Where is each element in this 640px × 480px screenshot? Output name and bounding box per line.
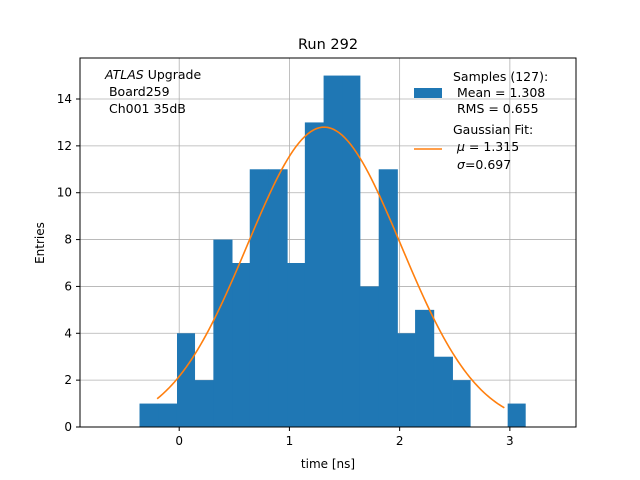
x-tick-label: 1: [286, 434, 294, 448]
y-tick-label: 6: [64, 279, 72, 293]
histogram-bar: [194, 380, 214, 427]
histogram-bar: [433, 356, 453, 427]
annotation-upgrade: Upgrade: [144, 67, 202, 82]
y-tick-label: 8: [64, 233, 72, 247]
svg-text:μ = 1.315: μ = 1.315: [456, 139, 519, 154]
y-tick-label: 4: [64, 326, 72, 340]
histogram-bar: [232, 263, 251, 427]
x-tick-label: 3: [506, 434, 514, 448]
histogram-bars: [139, 75, 526, 428]
histogram-bar: [213, 239, 233, 427]
plot-frame: [79, 57, 577, 428]
svg-text:ATLAS Upgrade: ATLAS Upgrade: [104, 67, 201, 82]
x-axis-label: time [ns]: [301, 457, 355, 471]
legend-samples-title: Samples (127):: [453, 69, 548, 84]
legend-samples-swatch: [414, 88, 442, 98]
histogram-bar: [249, 169, 269, 428]
histogram-bar: [378, 169, 398, 428]
histogram-bar: [158, 403, 178, 427]
legend-samples-mean: Mean = 1.308: [453, 85, 545, 100]
legend: Samples (127): Mean = 1.308 RMS = 0.655 …: [414, 69, 548, 172]
y-tick-label: 12: [57, 139, 72, 153]
annotation-board: Board259: [105, 84, 170, 99]
chart-title: Run 292: [298, 37, 358, 53]
y-tick-label: 14: [57, 92, 72, 106]
annotation-channel: Ch001 35dB: [105, 101, 186, 116]
x-tick-label: 0: [175, 434, 183, 448]
histogram-bar: [507, 403, 526, 427]
annotation-atlas-italic: ATLAS: [104, 67, 144, 82]
legend-fit-mu-value: = 1.315: [465, 139, 519, 154]
y-axis-ticks: 0 2 4 6 8 10 12 14: [57, 92, 80, 434]
histogram-bar: [415, 309, 435, 427]
gaussian-fit-curve: [156, 126, 505, 409]
fit-curve-path: [156, 126, 505, 409]
x-axis-ticks: 0 1 2 3: [175, 427, 514, 448]
y-axis-label: Entries: [33, 222, 47, 264]
histogram-bar: [139, 403, 159, 427]
legend-fit-sigma-symbol: σ: [457, 157, 466, 172]
histogram-bar: [268, 169, 288, 428]
histogram-bar: [452, 380, 471, 427]
y-tick-label: 10: [57, 186, 72, 200]
x-tick-label: 2: [396, 434, 404, 448]
histogram-bar: [397, 333, 416, 427]
atlas-annotation: ATLAS Upgrade Board259 Ch001 35dB: [104, 67, 201, 116]
svg-text:σ=0.697: σ=0.697: [457, 157, 511, 172]
legend-fit-title: Gaussian Fit:: [453, 122, 533, 137]
histogram-bar: [287, 263, 306, 427]
legend-fit-sigma-value: =0.697: [465, 157, 511, 172]
histogram-bar: [176, 333, 196, 427]
y-tick-label: 2: [64, 373, 72, 387]
y-tick-label: 0: [64, 420, 72, 434]
histogram-bar: [323, 75, 343, 428]
histogram-bar: [342, 75, 361, 428]
legend-fit-mu-symbol: μ: [456, 139, 465, 154]
histogram-bar: [359, 286, 380, 427]
legend-samples-rms: RMS = 0.655: [453, 101, 539, 116]
histogram-bar: [304, 122, 324, 427]
